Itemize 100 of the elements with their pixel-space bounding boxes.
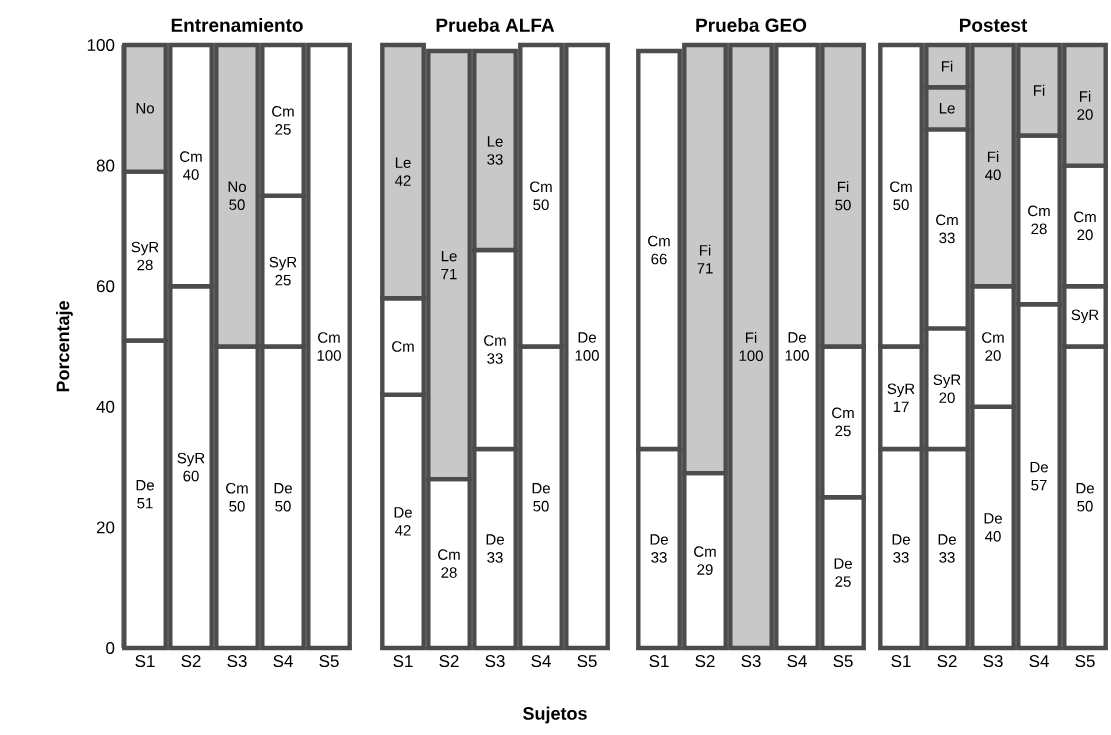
text: Fi [1079,90,1091,102]
text: SyR [131,241,159,256]
data-label: 50 [835,199,851,211]
text: SyR [177,452,205,467]
data-label: 33 [487,552,503,563]
data-label: 100 [575,350,599,361]
text: Cm [438,549,460,560]
data-label: 100 [317,350,341,361]
data-label: 71 [441,268,457,280]
text: SyR [1071,309,1099,324]
x-tick-label: S5 [833,655,853,668]
text: De [486,534,504,545]
data-label: 71 [697,263,713,274]
data-label: 29 [697,564,713,575]
x-tick-label: S2 [181,655,201,668]
text: Cm [982,332,1004,343]
x-tick-label: S1 [135,655,155,668]
data-label: 17 [893,401,909,412]
x-tick-label: S5 [1075,655,1095,668]
series-label: Le [939,103,955,114]
x-tick-label: S1 [393,655,413,668]
x-tick-label: S3 [983,655,1003,668]
x-tick-label: S2 [695,655,715,668]
x-tick-label: S4 [273,655,293,668]
chart-title: Entrenamiento [171,17,303,32]
x-tick-label: S1 [649,655,669,668]
data-label: 20 [939,392,955,404]
text: SyR [933,374,961,388]
x-tick-label: S5 [319,655,339,668]
text: De [938,534,956,545]
series-label: Fi [941,60,953,72]
data-label: 50 [533,199,549,211]
text: De [1030,461,1048,473]
text: Cm [318,332,340,343]
y-tick-label: 20 [96,521,115,534]
series-label: No [228,181,246,192]
series-label: Fi [699,244,711,256]
data-label: 25 [835,425,851,437]
text: Cm [936,214,958,226]
y-axis-title: Porcentaje [56,301,73,392]
series-label: De [532,483,550,494]
data-label: 33 [939,232,955,244]
series-label: SyR [887,383,915,398]
y-tick-label: 60 [96,280,115,293]
series-label: De [892,534,910,545]
text: Fi [1033,84,1045,96]
series-label: SyR [269,256,297,271]
text: De [984,513,1002,524]
data-label: 42 [395,525,411,536]
series-label: De [650,534,668,545]
data-label: 50 [229,199,245,210]
data-label: 20 [1077,229,1093,241]
text: Cm [272,106,294,117]
chart-title: Postest [959,18,1028,32]
text: Cm [226,482,248,494]
data-label: 20 [985,350,1001,361]
data-label: 25 [275,274,291,286]
data-label: 51 [137,498,153,509]
x-tick-label: S5 [577,655,597,668]
data-label: 50 [533,500,549,512]
x-tick-label: S4 [787,655,807,668]
data-label: 57 [1031,479,1047,491]
series-label: Cm [392,341,414,352]
x-tick-label: S1 [891,655,911,668]
data-label: 50 [1077,500,1093,512]
text: Cm [832,407,854,419]
data-label: 33 [939,552,955,563]
data-label: 66 [651,253,667,265]
data-label: 28 [1031,223,1047,235]
text: Fi [745,332,757,343]
data-label: 60 [183,470,199,482]
text: Cm [530,181,552,193]
text: Cm [1074,211,1096,223]
data-label: 33 [487,353,503,364]
data-label: 20 [1077,109,1093,120]
chart-title: Prueba GEO [696,17,807,32]
text: Le [441,250,457,262]
text: Fi [987,151,999,162]
data-label: 28 [441,567,457,578]
x-tick-label: S3 [485,655,505,668]
data-label: 40 [985,169,1001,181]
data-label: 100 [785,350,809,361]
data-label: 33 [893,552,909,563]
x-axis-title: Sujetos [523,706,587,724]
data-label: 50 [275,500,291,512]
x-tick-label: S3 [227,655,247,668]
text: De [578,332,596,343]
x-tick-label: S4 [1029,655,1049,668]
data-label: 50 [893,199,909,211]
text: Fi [837,181,849,193]
y-tick-label: 80 [96,159,115,172]
data-label: 40 [183,169,199,180]
text: De [394,507,412,518]
data-label: 42 [395,175,411,186]
series-label: De [274,483,292,494]
y-tick-label: 40 [96,400,115,413]
text: Cm [890,181,912,193]
data-label: 28 [137,259,153,271]
text: De [788,332,806,343]
series-label: Cm [180,151,202,162]
